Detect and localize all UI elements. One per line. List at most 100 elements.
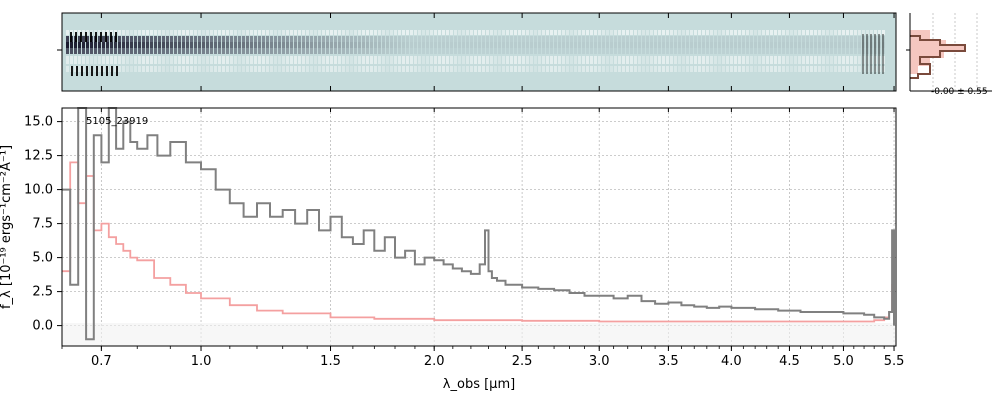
spectrum-2d-pixel xyxy=(702,42,705,48)
spectrum-2d-pixel xyxy=(282,66,285,72)
spectrum-2d-pixel xyxy=(870,36,873,42)
spectrum-2d-pixel xyxy=(434,48,437,54)
spectrum-2d-pixel xyxy=(578,66,581,72)
spectrum-2d-pixel xyxy=(362,56,365,64)
spectrum-2d-pixel xyxy=(270,30,273,35)
spectrum-2d-pixel xyxy=(466,36,469,42)
spectrum-2d-pixel xyxy=(622,42,625,48)
spectrum-2d-pixel xyxy=(766,66,769,72)
spectrum-2d-pixel xyxy=(118,66,121,72)
spectrum-2d-pixel xyxy=(518,56,521,64)
spectrum-2d-pixel xyxy=(382,56,385,64)
spectrum-2d-pixel xyxy=(630,48,633,54)
spectrum-2d-pixel xyxy=(262,36,265,42)
spectrum-2d-pixel xyxy=(542,30,545,35)
spectrum-2d-pixel xyxy=(614,30,617,35)
spectrum-2d-pixel xyxy=(390,30,393,35)
spectrum-2d-pixel xyxy=(314,48,317,54)
spectrum-2d-pixel xyxy=(778,42,781,48)
y-tick-label-3: 7.5 xyxy=(32,217,53,232)
spectrum-2d-pixel xyxy=(574,48,577,54)
profile-line xyxy=(910,35,966,79)
spectrum-2d-pixel xyxy=(174,56,177,64)
spectrum-2d-pixel xyxy=(362,30,365,35)
spectrum-2d-pixel xyxy=(306,30,309,35)
spectrum-2d-pixel xyxy=(214,36,217,42)
spectrum-2d-pixel xyxy=(366,56,369,64)
spectrum-2d-pixel xyxy=(102,42,105,48)
spectrum-2d-pixel xyxy=(566,36,569,42)
spectrum-2d-pixel xyxy=(754,48,757,54)
spectrum-2d-pixel xyxy=(282,48,285,54)
spectrum-2d-pixel xyxy=(770,56,773,64)
spectrum-2d-pixel xyxy=(94,48,97,54)
spectrum-2d-pixel xyxy=(74,42,77,48)
spectrum-2d-pixel xyxy=(866,66,869,72)
spectrum-2d-pixel xyxy=(858,48,861,54)
spectrum-2d-pixel xyxy=(250,42,253,48)
spectrum-2d-pixel xyxy=(90,56,93,64)
spectrum-2d-pixel xyxy=(798,56,801,64)
spectrum-2d-pixel xyxy=(730,42,733,48)
spectrum-2d-pixel xyxy=(646,36,649,42)
spectrum-2d-pixel xyxy=(642,42,645,48)
spectrum-2d-pixel xyxy=(434,56,437,64)
spectrum-2d-pixel xyxy=(630,56,633,64)
spectrum-2d-pixel xyxy=(286,42,289,48)
spectrum-2d-pixel xyxy=(294,48,297,54)
spectrum-2d-pixel xyxy=(358,42,361,48)
spectrum-2d-pixel xyxy=(322,48,325,54)
spectrum-2d-pixel xyxy=(442,66,445,72)
spectrum-2d-pixel xyxy=(586,66,589,72)
spectrum-2d-pixel xyxy=(470,56,473,64)
spectrum-2d-pixel xyxy=(610,66,613,72)
spectrum-2d-pixel xyxy=(350,42,353,48)
spectrum-2d-pixel xyxy=(138,30,141,35)
spectrum-2d-pixel xyxy=(426,66,429,72)
spectrum-2d-pixel xyxy=(790,36,793,42)
spectrum-2d-pixel xyxy=(210,36,213,42)
spectrum-2d-pixel xyxy=(698,56,701,64)
spectrum-2d-pixel xyxy=(826,36,829,42)
spectrum-2d-pixel xyxy=(762,66,765,72)
spectrum-2d-pixel xyxy=(878,42,881,48)
spectrum-2d-pixel xyxy=(374,56,377,64)
spectrum-2d-pixel xyxy=(246,30,249,35)
spectrum-2d-pixel xyxy=(222,30,225,35)
spectrum-2d-pixel xyxy=(642,66,645,72)
spectrum-2d-pixel xyxy=(558,36,561,42)
spectrum-2d-pixel xyxy=(598,56,601,64)
spectrum-2d-pixel xyxy=(118,36,121,42)
spectrum-2d-pixel xyxy=(494,36,497,42)
spectrum-2d-pixel xyxy=(114,56,117,64)
spectrum-2d-pixel xyxy=(822,42,825,48)
spectrum-2d-pixel xyxy=(822,56,825,64)
spectrum-2d-pixel xyxy=(858,42,861,48)
spectrum-2d-pixel xyxy=(766,56,769,64)
spectrum-2d-pixel xyxy=(522,30,525,35)
spectrum-2d-pixel xyxy=(530,48,533,54)
spectrum-2d-pixel xyxy=(598,30,601,35)
spectrum-2d-pixel xyxy=(414,56,417,64)
spectrum-2d-pixel xyxy=(250,30,253,35)
spectrum-2d-pixel xyxy=(602,30,605,35)
spectrum-2d-pixel xyxy=(642,48,645,54)
spectrum-2d-pixel xyxy=(618,66,621,72)
spectrum-2d-pixel xyxy=(270,56,273,64)
spectrum-2d-pixel xyxy=(578,56,581,64)
spectrum-2d-pixel xyxy=(326,36,329,42)
spectrum-2d-pixel xyxy=(86,48,89,54)
spectrum-2d-pixel xyxy=(778,66,781,72)
spectrum-2d-pixel xyxy=(202,56,205,64)
spectrum-2d-pixel xyxy=(78,36,81,42)
spectrum-2d-pixel xyxy=(490,48,493,54)
spectrum-2d-pixel xyxy=(578,36,581,42)
spectrum-2d-pixel xyxy=(442,30,445,35)
spectrum-2d-pixel xyxy=(550,36,553,42)
spectrum-2d-pixel xyxy=(674,48,677,54)
spectrum-2d-pixel xyxy=(574,30,577,35)
spectrum-2d-pixel xyxy=(722,42,725,48)
spectrum-2d-pixel xyxy=(810,66,813,72)
spectrum-2d-pixel xyxy=(622,66,625,72)
spectrum-2d-pixel xyxy=(178,66,181,72)
